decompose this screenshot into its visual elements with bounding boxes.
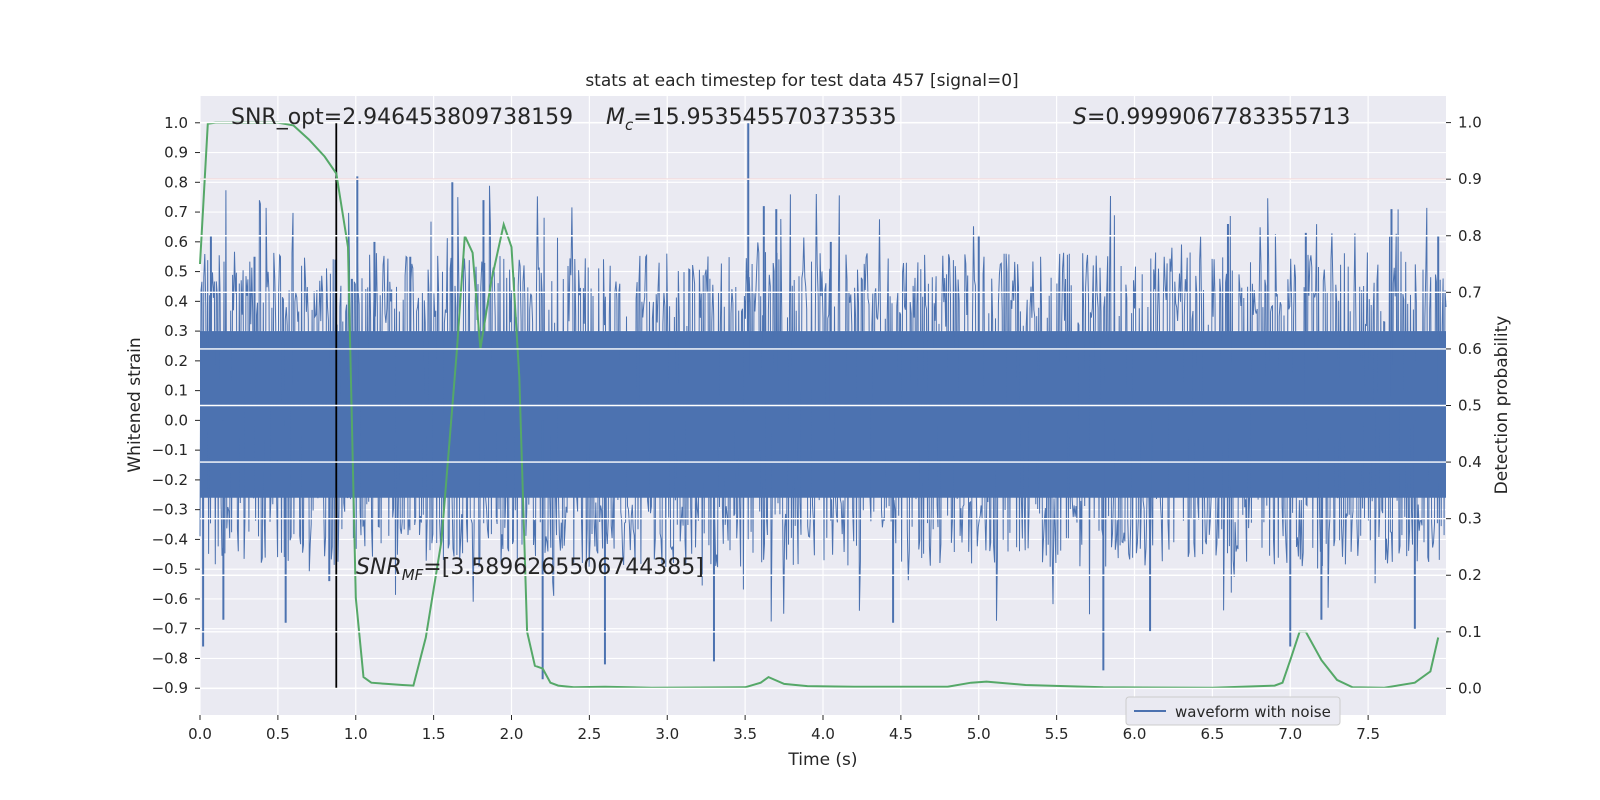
x-tick-label: 0.5 bbox=[266, 725, 290, 743]
snr-mf-value: =[3.5896265506744385] bbox=[423, 555, 704, 580]
y2-tick-label: 0.4 bbox=[1458, 453, 1482, 471]
y-tick-label: 0.4 bbox=[164, 292, 188, 310]
y-tick-label: 0.0 bbox=[164, 411, 188, 429]
waveform-series bbox=[199, 122, 1447, 680]
legend: waveform with noise bbox=[1125, 696, 1341, 726]
y-tick-label: −0.5 bbox=[152, 560, 188, 578]
x-tick-label: 5.5 bbox=[1045, 725, 1069, 743]
x-ticks: 0.0 0.5 1.0 1.5 2.0 2.5 3.0 3.5 4.0 4.5 5.0 5.5 6.0 6… bbox=[188, 715, 1380, 743]
y-tick-label: 1.0 bbox=[164, 114, 188, 132]
y-tick-label: −0.6 bbox=[152, 590, 188, 608]
x-tick-label: 4.0 bbox=[811, 725, 835, 743]
annotation-snr-mf: SNRMF=[3.5896265506744385] bbox=[356, 555, 704, 584]
y-tick-label: 0.1 bbox=[164, 382, 188, 400]
x-tick-label: 2.5 bbox=[577, 725, 601, 743]
y-axis-label: Whitened strain bbox=[125, 337, 145, 472]
annotation-snr-opt: SNR_opt=2.946453809738159 bbox=[231, 105, 573, 130]
detection-probability-line bbox=[199, 121, 1440, 689]
y-tick-label: 0.7 bbox=[164, 203, 188, 221]
x-tick-label: 0.0 bbox=[188, 725, 212, 743]
chart-title: stats at each timestep for test data 457… bbox=[585, 71, 1018, 91]
y-tick-label: 0.6 bbox=[164, 233, 188, 251]
y-tick-label: 0.5 bbox=[164, 263, 188, 281]
legend-box bbox=[1125, 696, 1341, 726]
y2-tick-label: 0.8 bbox=[1458, 227, 1482, 245]
y-tick-label: 0.2 bbox=[164, 352, 188, 370]
annotation-chirp-mass: Mc=15.953545570373535 bbox=[606, 105, 897, 134]
y-ticks: −0.9 −0.8 −0.7 −0.6 −0.5 −0.4 −0.3 −0.2 −0.1 0.0 0… bbox=[152, 114, 200, 697]
x-tick-label: 4.5 bbox=[889, 725, 913, 743]
s-value: =0.9999067783355713 bbox=[1087, 105, 1350, 130]
y-tick-label: −0.8 bbox=[152, 649, 188, 667]
x-tick-label: 1.0 bbox=[344, 725, 368, 743]
y-tick-label: −0.1 bbox=[152, 441, 188, 459]
chirp-mass-subscript: c bbox=[625, 116, 634, 134]
chirp-mass-value: =15.953545570373535 bbox=[633, 105, 896, 130]
y2-ticks: 0.0 0.1 0.2 0.3 0.4 0.5 0.6 0.7 0.8 0.9 1.0 bbox=[1446, 114, 1482, 697]
y2-gridlines bbox=[200, 121, 1446, 690]
waveform-trace bbox=[199, 185, 1447, 622]
y2-tick-label: 0.7 bbox=[1458, 283, 1482, 301]
y2-tick-label: 0.5 bbox=[1458, 397, 1482, 415]
snr-mf-subscript: MF bbox=[402, 566, 424, 584]
x-tick-label: 2.0 bbox=[500, 725, 524, 743]
chirp-mass-symbol: M bbox=[606, 105, 625, 130]
x-tick-label: 3.0 bbox=[655, 725, 679, 743]
x-tick-label: 5.0 bbox=[967, 725, 991, 743]
y-tick-label: −0.3 bbox=[152, 501, 188, 519]
y-tick-label: 0.8 bbox=[164, 173, 188, 191]
x-axis-label: Time (s) bbox=[787, 750, 857, 770]
x-tick-label: 3.5 bbox=[733, 725, 757, 743]
legend-entry: waveform with noise bbox=[1175, 703, 1331, 721]
y-tick-label: −0.4 bbox=[152, 530, 188, 548]
x-tick-label: 7.5 bbox=[1356, 725, 1380, 743]
y2-tick-label: 0.9 bbox=[1458, 170, 1482, 188]
y2-tick-label: 0.3 bbox=[1458, 510, 1482, 528]
snr-mf-symbol: SNR bbox=[356, 555, 402, 580]
x-tick-label: 6.5 bbox=[1200, 725, 1224, 743]
y-tick-label: 0.9 bbox=[164, 144, 188, 162]
x-tick-label: 6.0 bbox=[1123, 725, 1147, 743]
y-tick-label: −0.2 bbox=[152, 471, 188, 489]
annotation-s: S=0.9999067783355713 bbox=[1073, 105, 1350, 130]
y2-tick-label: 0.6 bbox=[1458, 340, 1482, 358]
y2-tick-label: 1.0 bbox=[1458, 114, 1482, 132]
y2-tick-label: 0.0 bbox=[1458, 679, 1482, 697]
y2-tick-label: 0.2 bbox=[1458, 566, 1482, 584]
y-tick-label: 0.3 bbox=[164, 322, 188, 340]
y2-axis-label: Detection probability bbox=[1492, 316, 1512, 495]
x-tick-label: 7.0 bbox=[1278, 725, 1302, 743]
x-tick-label: 1.5 bbox=[422, 725, 446, 743]
y2-tick-label: 0.1 bbox=[1458, 623, 1482, 641]
y-tick-label: −0.7 bbox=[152, 620, 188, 638]
s-symbol: S bbox=[1073, 105, 1087, 130]
y-tick-label: −0.9 bbox=[152, 679, 188, 697]
